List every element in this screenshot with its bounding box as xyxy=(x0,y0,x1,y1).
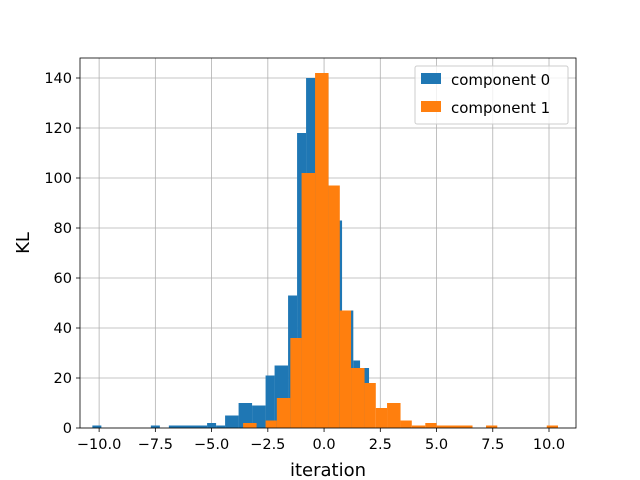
legend-swatch-component-0 xyxy=(421,73,441,84)
histogram-bar xyxy=(265,420,277,428)
histogram-bar xyxy=(265,375,275,428)
histogram-bar xyxy=(387,403,401,428)
histogram-bar xyxy=(243,423,257,428)
histogram-bar xyxy=(425,423,437,428)
histogram-bar xyxy=(411,425,426,428)
x-tick-label: −7.5 xyxy=(138,437,173,453)
y-axis-ticks: 0 20 40 60 80 100 120 140 xyxy=(44,71,80,437)
legend: component 0 component 1 xyxy=(414,65,569,125)
series-component-1 xyxy=(243,73,559,428)
x-tick-label: 0.0 xyxy=(313,437,336,453)
x-tick-label: 7.5 xyxy=(481,437,504,453)
histogram-bar xyxy=(339,310,352,428)
y-tick-label: 60 xyxy=(54,271,72,287)
legend-label-component-1: component 1 xyxy=(451,99,550,117)
histogram-bar xyxy=(364,383,376,428)
histogram-bar xyxy=(301,173,316,428)
histogram-bar xyxy=(290,338,302,428)
histogram-bar xyxy=(225,415,239,428)
histogram-bar xyxy=(238,403,253,428)
legend-label-component-0: component 0 xyxy=(451,71,550,89)
y-tick-label: 20 xyxy=(54,371,72,387)
legend-swatch-component-1 xyxy=(421,101,441,112)
x-tick-label: 5.0 xyxy=(425,437,448,453)
histogram-bar xyxy=(252,405,266,428)
y-tick-label: 120 xyxy=(44,121,72,137)
histogram-bar xyxy=(92,425,102,428)
y-tick-label: 0 xyxy=(63,421,72,437)
x-axis-ticks: −10.0 −7.5 −5.0 −2.5 0.0 2.5 5.0 7.5 10.0 xyxy=(77,428,565,453)
x-axis-label: iteration xyxy=(290,460,366,480)
histogram-bar xyxy=(436,425,473,428)
plot-frame xyxy=(79,57,577,429)
histogram-bar xyxy=(486,425,498,428)
histogram-bar xyxy=(276,398,291,428)
histogram-bar xyxy=(400,420,412,428)
x-tick-label: 10.0 xyxy=(533,437,565,453)
x-tick-label: −5.0 xyxy=(194,437,229,453)
histogram-bar xyxy=(150,425,160,428)
y-tick-label: 100 xyxy=(44,171,72,187)
y-tick-label: 40 xyxy=(54,321,72,337)
histogram-bar xyxy=(328,185,340,428)
histogram-bar xyxy=(168,425,208,428)
histogram-bar xyxy=(375,408,388,428)
legend-box xyxy=(414,65,569,125)
y-tick-label: 140 xyxy=(44,71,72,87)
histogram-bar xyxy=(351,368,365,428)
y-axis-label: KL xyxy=(13,232,34,254)
histogram-bar xyxy=(207,423,217,428)
x-tick-label: −2.5 xyxy=(250,437,285,453)
x-tick-label: −10.0 xyxy=(77,437,121,453)
y-tick-label: 80 xyxy=(54,221,72,237)
histogram-bar xyxy=(216,425,226,428)
histogram-bar xyxy=(546,425,559,428)
histogram-bar xyxy=(315,73,329,428)
x-tick-label: 2.5 xyxy=(369,437,392,453)
